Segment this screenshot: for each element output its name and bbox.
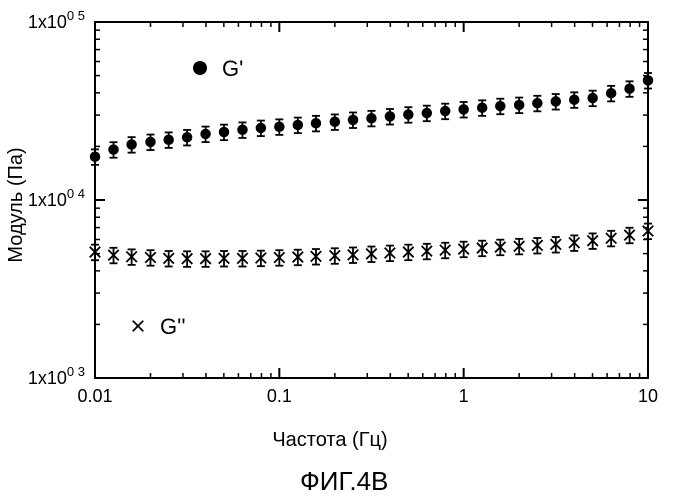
marker-circle xyxy=(145,137,156,148)
marker-circle xyxy=(458,104,469,115)
marker-circle xyxy=(422,108,433,119)
marker-circle xyxy=(256,123,267,134)
marker-circle xyxy=(90,151,101,162)
y-tick-label: 1x100 3 xyxy=(28,364,85,388)
marker-circle xyxy=(108,144,119,155)
marker-circle xyxy=(311,118,322,129)
marker-circle xyxy=(495,101,506,112)
marker-circle xyxy=(219,127,230,138)
legend-g-double-prime: G'' xyxy=(160,314,186,339)
marker-circle xyxy=(643,75,654,86)
marker-circle xyxy=(551,96,562,107)
marker-circle xyxy=(403,109,414,120)
marker-circle xyxy=(163,135,174,146)
legend-g-prime: G' xyxy=(222,56,243,81)
marker-circle xyxy=(126,139,137,150)
marker-circle xyxy=(587,93,598,104)
marker-circle xyxy=(274,121,285,132)
marker-circle xyxy=(532,98,543,109)
chart-container: 0.01 0.1 1 10 1x100 3 1x100 4 1x100 5 Частота (… xyxy=(0,0,678,500)
marker-circle xyxy=(606,88,617,99)
x-tick-label: 10 xyxy=(638,386,658,406)
marker-circle xyxy=(366,113,377,124)
figure-caption: ФИГ.4В xyxy=(300,466,388,496)
series-g-prime xyxy=(90,73,654,165)
marker-circle xyxy=(330,117,341,128)
chart-svg: 0.01 0.1 1 10 1x100 3 1x100 4 1x100 5 Частота (… xyxy=(0,0,678,500)
y-tick-label: 1x100 5 xyxy=(28,8,85,32)
x-tick-label: 0.01 xyxy=(77,386,112,406)
y-tick-label: 1x100 4 xyxy=(28,186,85,210)
marker-circle xyxy=(348,115,359,126)
y-axis-title: Модуль (Па) xyxy=(5,147,27,262)
marker-circle xyxy=(514,100,525,111)
marker-circle xyxy=(385,111,396,122)
marker-circle xyxy=(182,132,193,143)
marker-circle xyxy=(293,120,304,131)
marker-circle xyxy=(237,125,248,136)
marker-circle xyxy=(569,94,580,105)
x-axis-title: Частота (Гц) xyxy=(272,429,387,451)
marker-circle xyxy=(477,102,488,113)
x-tick-label: 1 xyxy=(459,386,469,406)
marker-circle xyxy=(200,129,211,140)
marker-circle xyxy=(624,83,635,94)
x-tick-label: 0.1 xyxy=(267,386,292,406)
marker-circle xyxy=(193,61,207,75)
marker-circle xyxy=(440,106,451,117)
series-g-double-prime xyxy=(90,224,654,267)
